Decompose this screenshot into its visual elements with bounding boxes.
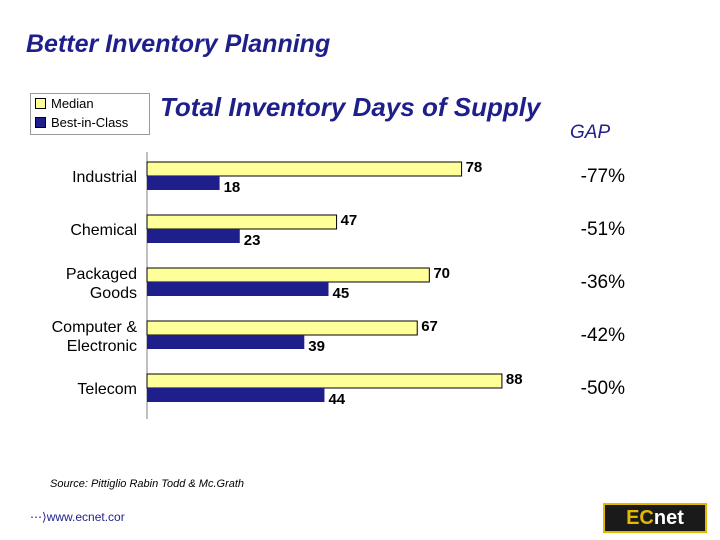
bar-best-industrial (147, 176, 220, 190)
gap-value-industrial: -77% (581, 166, 625, 187)
gap-header: GAP (570, 122, 611, 143)
logo-text-net: net (653, 506, 684, 529)
gap-value-computer-electronic: -42% (581, 325, 625, 346)
label-best-packaged-goods: 45 (333, 285, 350, 302)
legend-label-best-in-class: Best-in-Class (51, 115, 129, 130)
bar-median-packaged-goods (146, 267, 430, 283)
logo-text-ec: EC (626, 506, 654, 529)
ecnet-logo: EC net (603, 503, 707, 533)
slide-title: Better Inventory Planning (26, 30, 331, 58)
label-median-chemical: 47 (341, 212, 358, 229)
bar-best-telecom (147, 388, 325, 402)
label-best-telecom: 44 (328, 391, 345, 408)
category-label-chemical: Chemical (70, 222, 137, 239)
bar-best-computer-electronic (147, 335, 305, 349)
label-median-industrial: 78 (466, 159, 483, 176)
bar-median-industrial (146, 161, 463, 177)
legend-label-median: Median (51, 96, 94, 111)
source-note: Source: Pittiglio Rabin Todd & Mc.Grath (50, 478, 245, 490)
website-url: www.ecnet.cor (46, 510, 125, 524)
category-label-telecom: Telecom (77, 381, 137, 398)
bar-best-chemical (147, 229, 240, 243)
bar-median-telecom (146, 373, 503, 389)
chart-legend: Median Best-in-Class (30, 93, 150, 135)
gap-value-packaged-goods: -36% (581, 272, 625, 293)
legend-item-median: Median (31, 94, 149, 113)
category-label-industrial: Industrial (72, 169, 137, 186)
website-link[interactable]: ⋯⟩www.ecnet.cor (30, 510, 125, 524)
chart-title: Total Inventory Days of Supply (160, 92, 541, 122)
gap-value-chemical: -51% (581, 219, 625, 240)
legend-swatch-best-in-class (35, 117, 46, 128)
label-best-industrial: 18 (224, 179, 241, 196)
category-label-packaged-goods: Packaged Goods (66, 266, 137, 302)
label-best-computer-electronic: 39 (308, 338, 325, 355)
bar-median-chemical (146, 214, 338, 230)
label-best-chemical: 23 (244, 232, 261, 249)
label-median-packaged-goods: 70 (433, 265, 450, 282)
label-median-telecom: 88 (506, 371, 523, 388)
category-label-computer-electronic: Computer & Electronic (52, 319, 138, 355)
legend-item-best-in-class: Best-in-Class (31, 113, 149, 132)
bar-best-packaged-goods (147, 282, 329, 296)
gap-value-telecom: -50% (581, 378, 625, 399)
legend-swatch-median (35, 98, 46, 109)
bar-median-computer-electronic (146, 320, 418, 336)
label-median-computer-electronic: 67 (421, 318, 438, 335)
